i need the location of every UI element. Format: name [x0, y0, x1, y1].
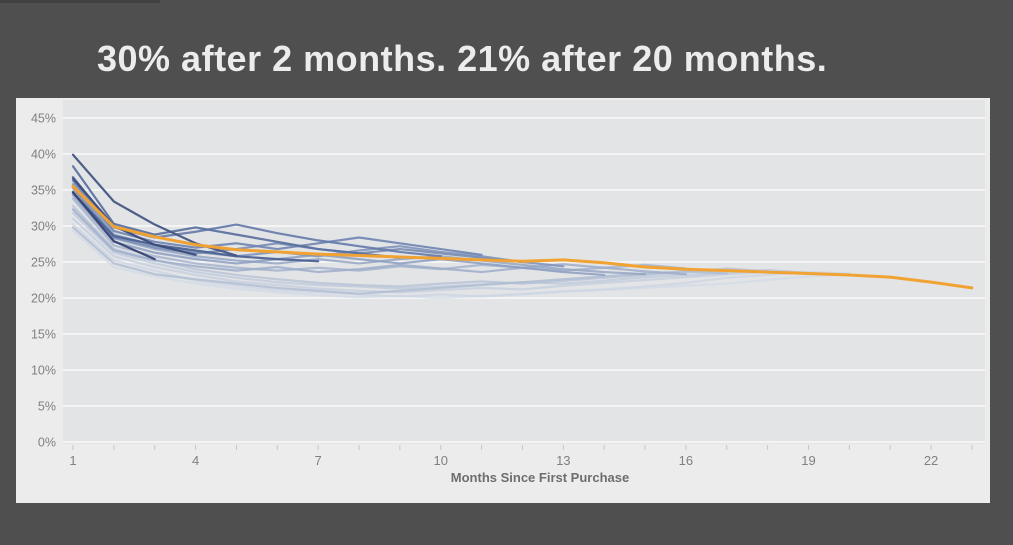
x-axis-label: 22	[924, 453, 938, 468]
y-axis-label: 10%	[31, 364, 56, 378]
x-axis-label: 10	[434, 453, 448, 468]
cohort-line	[71, 226, 728, 295]
cohort-line	[71, 191, 156, 261]
cohort-line	[71, 197, 688, 272]
y-axis-label: 0%	[38, 436, 56, 450]
cohort-line	[71, 223, 851, 298]
cohort-line	[71, 190, 647, 276]
x-axis-label: 4	[192, 453, 199, 468]
y-axis-label: 25%	[31, 256, 56, 270]
cohort-line	[71, 217, 810, 294]
y-axis-label: 30%	[31, 220, 56, 234]
chart-panel: 0% 5% 10% 15% 20% 25% 30% 35% 40% 45% 1 4 7 10 13 16 19 2…	[16, 98, 990, 503]
x-axis-label: 1	[69, 453, 76, 468]
retention-line-chart: 0% 5% 10% 15% 20% 25% 30% 35% 40% 45% 1 4 7 10 13 16 19 2…	[31, 100, 985, 468]
y-axis-label: 45%	[31, 112, 56, 126]
top-edge-strip	[0, 0, 160, 3]
x-axis-label: 16	[679, 453, 693, 468]
cohort-line	[71, 165, 401, 259]
cohort-line	[71, 193, 606, 277]
x-axis-title: Months Since First Purchase	[450, 470, 630, 485]
y-axis-label: 20%	[31, 292, 56, 306]
y-axis-label: 40%	[31, 148, 56, 162]
x-axis-label: 7	[315, 453, 322, 468]
cohort-line	[71, 229, 851, 300]
cohort-line	[71, 191, 320, 263]
y-axis-label: 35%	[31, 184, 56, 198]
x-axis-label: 19	[801, 453, 815, 468]
average-line	[71, 184, 974, 290]
x-axis-label: 13	[556, 453, 570, 468]
cohort-line	[71, 204, 769, 288]
cohort-line	[71, 208, 688, 276]
y-axis-label: 5%	[38, 400, 56, 414]
cohort-line	[71, 177, 197, 256]
y-axis-label: 15%	[31, 328, 56, 342]
slide-title: 30% after 2 months. 21% after 20 months.	[97, 38, 828, 79]
